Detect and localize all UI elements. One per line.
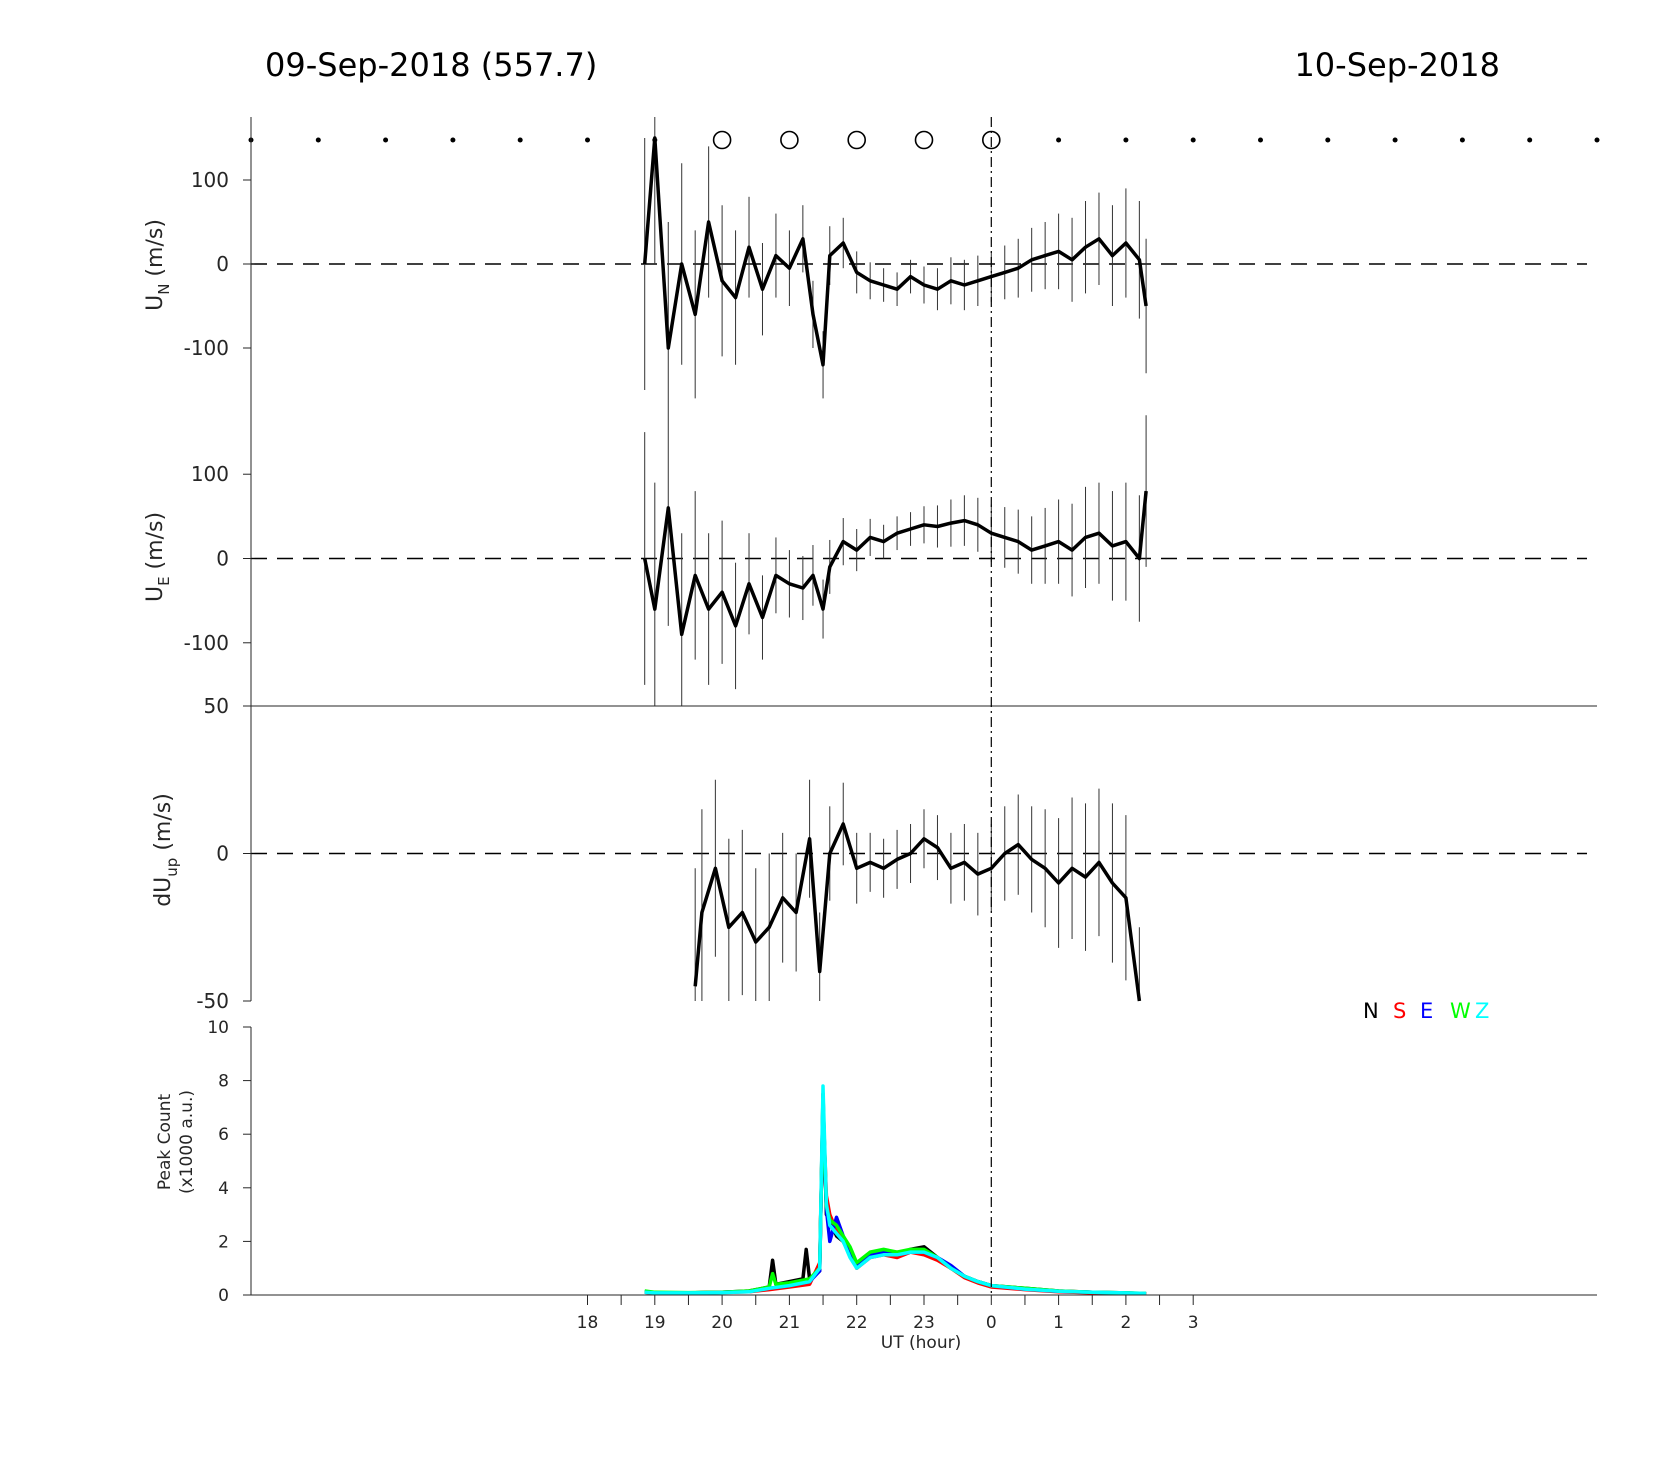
- header-right-date: 10-Sep-2018: [1294, 46, 1500, 84]
- y-tick-label-0-0: -100: [184, 336, 229, 360]
- mean-line-1: [642, 490, 1148, 637]
- open-circle-marker-8: [780, 130, 799, 150]
- x-tick-label-0: 18: [577, 1313, 599, 1333]
- y-tick-label-0-2: 100: [191, 168, 229, 192]
- dot-marker-15: [1258, 137, 1263, 143]
- peak-y-tick-label-1: 2: [218, 1232, 229, 1252]
- series-line-E: [644, 1100, 1147, 1296]
- dot-marker-13: [1123, 137, 1129, 143]
- duup-y-label: dUup (m/s): [151, 793, 181, 907]
- x-tick-label-1: 19: [644, 1313, 666, 1333]
- x-tick-label-5: 23: [913, 1313, 935, 1333]
- series-line-N: [644, 1092, 1147, 1296]
- y-tick-label-0-1: 0: [216, 252, 229, 276]
- dot-marker-17: [1392, 137, 1398, 143]
- dot-marker-3: [450, 137, 456, 143]
- panel-ue: -100 0 100 UE (m/s): [143, 411, 1587, 706]
- peak-y-tick-label-2: 4: [218, 1179, 229, 1199]
- un-y-ticks: -100 0 100: [184, 168, 251, 360]
- dot-marker-2: [383, 137, 389, 143]
- x-tick-label-2: 20: [711, 1313, 733, 1333]
- dot-marker-12: [1056, 137, 1062, 143]
- y-tick-label-1-0: -100: [184, 631, 229, 655]
- status-marker-row: [248, 130, 1600, 150]
- x-tick-label-9: 3: [1188, 1313, 1199, 1333]
- dot-marker-16: [1325, 137, 1331, 143]
- un-y-label: UN (m/s): [143, 219, 173, 311]
- y-tick-label-2-0: -50: [196, 989, 229, 1013]
- legend-item-N: N: [1363, 999, 1379, 1023]
- series-line-S: [644, 1105, 1147, 1296]
- header-left-date: 09-Sep-2018 (557.7): [265, 46, 597, 84]
- dot-marker-18: [1459, 137, 1465, 143]
- y-tick-label-1-1: 0: [216, 547, 229, 571]
- panel-duup: -50 0 50 dUup (m/s): [151, 694, 1587, 1013]
- y-tick-label-2-1: 0: [216, 842, 229, 866]
- dot-marker-19: [1527, 137, 1533, 143]
- x-tick-label-7: 1: [1053, 1313, 1064, 1333]
- x-tick-label-6: 0: [986, 1313, 997, 1333]
- y-tick-label-2-2: 50: [204, 694, 229, 718]
- y-tick-label-1-2: 100: [191, 462, 229, 486]
- open-circle-marker-9: [847, 130, 867, 150]
- open-circle-marker-10: [914, 130, 934, 150]
- dot-marker-1: [315, 137, 321, 143]
- legend-item-Z: Z: [1475, 999, 1489, 1023]
- series-line-Z: [644, 1084, 1147, 1296]
- ue-y-ticks: -100 0 100: [184, 462, 251, 655]
- dot-marker-20: [1594, 137, 1600, 143]
- peak-y-tick-label-3: 6: [218, 1125, 229, 1145]
- series-line-W: [644, 1097, 1147, 1296]
- peak-x-ticks: 18 19 20 21 22 23 0 1 2 3: [577, 1295, 1199, 1333]
- dot-marker-4: [517, 137, 523, 143]
- peak-y-tick-label-0: 0: [218, 1286, 229, 1306]
- legend-item-W: W: [1450, 999, 1471, 1023]
- x-tick-label-3: 21: [779, 1313, 801, 1333]
- dot-marker-5: [585, 137, 590, 143]
- ue-y-label: UE (m/s): [143, 512, 173, 602]
- mean-line-2: [693, 822, 1142, 1002]
- legend-item-E: E: [1420, 999, 1433, 1023]
- peak-y-tick-label-5: 10: [207, 1018, 229, 1038]
- panel-un: -100 0 100 UN (m/s): [143, 117, 1587, 411]
- peak-y-ticks: 0 2 4 6 8 10: [207, 1018, 251, 1306]
- peak-y-label-line1: Peak Count: [155, 1094, 175, 1191]
- open-circle-marker-7: [712, 130, 732, 150]
- x-axis-label: UT (hour): [881, 1333, 961, 1353]
- legend-item-S: S: [1393, 999, 1406, 1023]
- mean-line-0: [642, 136, 1148, 367]
- x-tick-label-8: 2: [1120, 1313, 1131, 1333]
- x-tick-label-4: 22: [846, 1313, 868, 1333]
- peak-y-label-line2: (x1000 a.u.): [177, 1090, 197, 1194]
- dot-marker-14: [1190, 137, 1196, 143]
- duup-y-ticks: -50 0 50: [196, 694, 251, 1013]
- peak-y-tick-label-4: 8: [218, 1072, 229, 1092]
